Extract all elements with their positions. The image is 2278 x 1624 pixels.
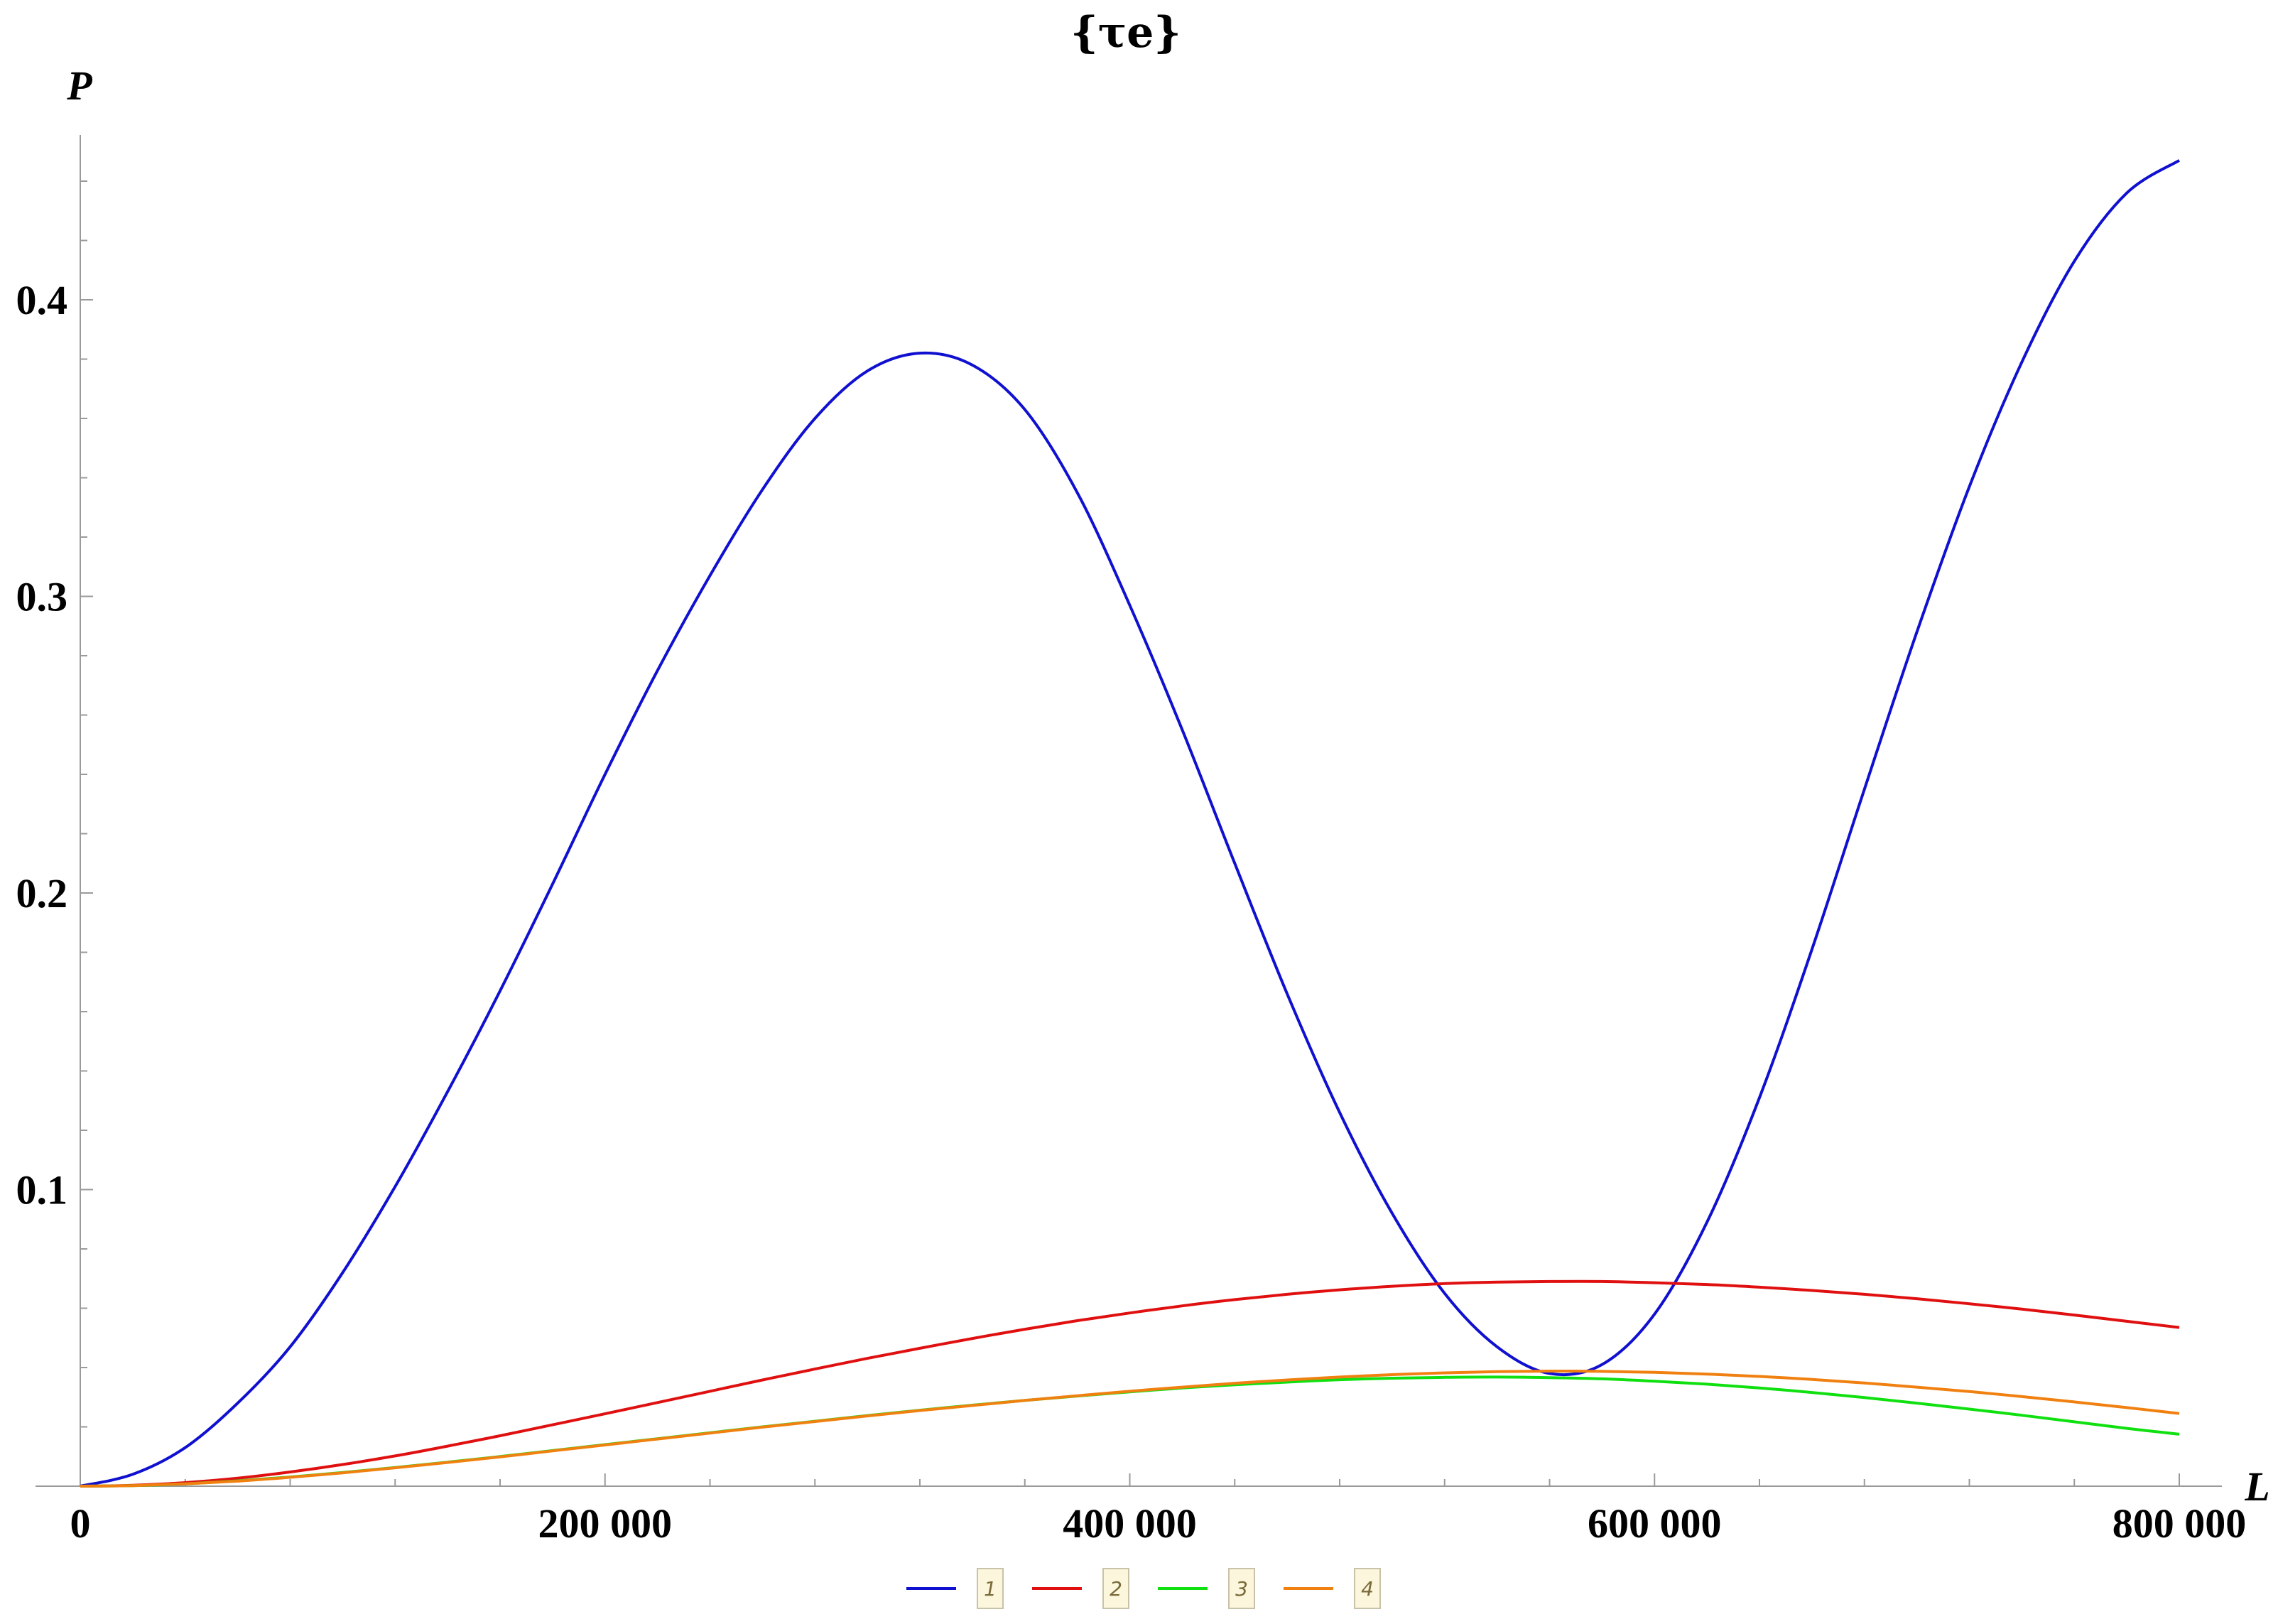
x-tick-label: 0 — [70, 1500, 91, 1547]
series-layer — [80, 159, 2181, 1488]
legend-box-3 — [1228, 1568, 1255, 1609]
y-axis-label: P — [66, 63, 92, 109]
series-line-1 — [80, 159, 2181, 1488]
legend-label-1: 1 — [984, 1577, 997, 1601]
legend-box-1 — [977, 1568, 1004, 1609]
x-tick-label: 800 000 — [2112, 1500, 2247, 1547]
legend-label-2: 2 — [1110, 1577, 1122, 1601]
x-tick-label: 600 000 — [1588, 1500, 1722, 1547]
y-tick-label: 0.4 — [16, 277, 68, 323]
x-tick-label: 200 000 — [538, 1500, 673, 1547]
x-axis-label: L — [2244, 1463, 2269, 1510]
axes: 0 200 000 400 000 600 000 800 000 0.1 0.2 0.3 0.… — [16, 135, 2247, 1547]
legend-box-2 — [1102, 1568, 1129, 1609]
legend-box-4 — [1354, 1568, 1381, 1609]
chart-title: {τe} — [1070, 8, 1181, 58]
y-tick-label: 0.3 — [16, 574, 68, 620]
series-line-4 — [80, 1369, 2180, 1488]
y-tick-label: 0.2 — [16, 870, 68, 916]
x-tick-label: 400 000 — [1063, 1500, 1197, 1547]
legend: 1 2 3 4 — [906, 1568, 1381, 1609]
y-tick-label: 0.1 — [16, 1167, 68, 1213]
series-line-2 — [80, 1279, 2180, 1488]
legend-label-4: 4 — [1361, 1577, 1374, 1601]
legend-label-3: 3 — [1235, 1577, 1248, 1601]
series-line-3 — [80, 1375, 2180, 1488]
